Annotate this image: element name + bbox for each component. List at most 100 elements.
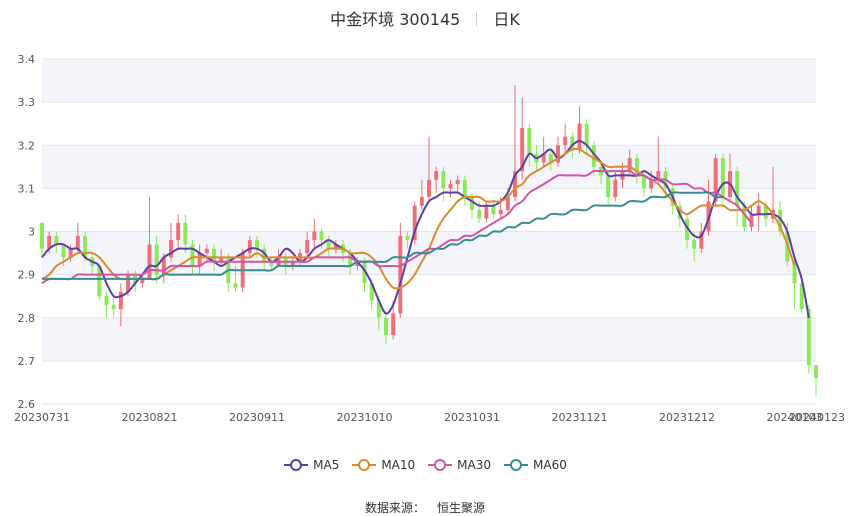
candle-body (498, 209, 503, 215)
candle-body (212, 248, 216, 262)
candle-body (548, 153, 553, 163)
x-tick-label: 20231121 (552, 411, 608, 424)
candle-body (348, 253, 353, 266)
candle-body (720, 158, 725, 197)
candle-body (527, 128, 532, 154)
candle-body (290, 261, 295, 266)
y-tick-label: 3.2 (18, 139, 36, 152)
legend-label: MA60 (533, 458, 567, 472)
y-tick-label: 3.1 (18, 182, 36, 195)
candle-body (584, 123, 589, 146)
candle-body (47, 235, 52, 249)
candle-body (799, 283, 804, 310)
x-tick-label: 20230731 (14, 411, 70, 424)
candle-body (398, 235, 403, 314)
candle-body (606, 175, 611, 197)
candle-body (247, 240, 252, 254)
candle-body (462, 179, 467, 197)
candle-body (692, 240, 697, 249)
candle-body (756, 205, 761, 215)
legend-item-ma30[interactable]: MA30 (427, 458, 491, 472)
candle-body (154, 244, 159, 275)
candle-body (749, 214, 754, 228)
candle-body (269, 261, 274, 266)
candle-body (405, 235, 410, 241)
candle-body (434, 171, 439, 180)
candle-body (792, 261, 797, 284)
legend-label: MA10 (381, 458, 416, 472)
candle-body (312, 231, 317, 241)
x-tick-label: 20231010 (337, 411, 393, 424)
ma-line-ma30 (41, 169, 753, 285)
candle-body (563, 136, 568, 146)
candle-body (83, 235, 87, 258)
candle-body (491, 205, 496, 215)
y-tick-label: 2.9 (18, 269, 36, 282)
legend-item-ma5[interactable]: MA5 (283, 458, 339, 472)
period-label: 日K (493, 10, 520, 29)
legend: MA5 MA10 MA30 MA60 (0, 458, 850, 475)
candle-body (384, 317, 388, 335)
candle-body (570, 136, 575, 150)
legend-item-ma10[interactable]: MA10 (351, 458, 415, 472)
ma-line-ma60 (42, 191, 723, 281)
x-tick-label: 20230911 (229, 411, 285, 424)
candle-body (419, 197, 424, 206)
plot-band (42, 317, 816, 361)
candle-body (75, 235, 80, 249)
candle-body (169, 240, 173, 258)
candle-body (613, 179, 618, 197)
candle-body (634, 158, 639, 176)
candlestick-chart: 2.6 2.7 2.8 2.9 3 3.1 3.2 3.3 3.4 20230731 2023082… (14, 53, 845, 424)
candle-body (505, 197, 510, 210)
candle-body (656, 171, 661, 180)
y-tick-label: 2.7 (18, 355, 36, 368)
data-source: 数据来源： 恒生聚源 (0, 499, 850, 516)
candle-body (104, 296, 109, 305)
legend-item-ma60[interactable]: MA60 (503, 458, 567, 472)
candle-body (197, 253, 202, 266)
candle-body (391, 313, 396, 335)
source-label: 数据来源： (364, 501, 425, 515)
candle-body (591, 145, 596, 167)
candle-body (556, 145, 560, 163)
candle-body (176, 222, 181, 241)
candle-body (814, 365, 818, 379)
candle-body (54, 235, 59, 245)
candle-body (484, 205, 489, 219)
candle-body (806, 309, 811, 366)
candle-body (262, 248, 267, 262)
candle-body (763, 205, 768, 219)
candle-body (219, 257, 224, 262)
candle-body (204, 248, 209, 254)
candle-body (68, 248, 73, 258)
x-tick-label: 20230821 (122, 411, 178, 424)
candle-body (333, 244, 338, 249)
candle-body (355, 261, 360, 266)
legend-marker-icon (352, 459, 377, 471)
candle-body (441, 171, 446, 189)
candle-body (61, 244, 66, 258)
legend-marker-icon (428, 459, 453, 471)
candle-body (362, 261, 367, 284)
x-tick-label: 20240103 (767, 411, 823, 424)
candle-body (520, 128, 525, 172)
candle-body (111, 304, 116, 310)
candle-body (233, 283, 238, 288)
candle-body (412, 205, 417, 241)
stock-name: 中金环境 300145 (330, 10, 461, 29)
y-tick-label: 3 (28, 226, 35, 239)
candle-body (40, 222, 44, 249)
source-value: 恒生聚源 (437, 501, 486, 515)
x-tick-label: 20231031 (444, 411, 500, 424)
candle-body (376, 300, 381, 318)
candle-body (541, 153, 546, 163)
candle-body (140, 278, 145, 284)
candle-body (513, 171, 517, 197)
candle-body (455, 179, 460, 185)
y-tick-label: 3.3 (18, 96, 36, 109)
candle-body (642, 175, 646, 189)
x-tick-label: 20231212 (659, 411, 715, 424)
candle-body (685, 218, 689, 241)
candle-body (147, 244, 152, 279)
